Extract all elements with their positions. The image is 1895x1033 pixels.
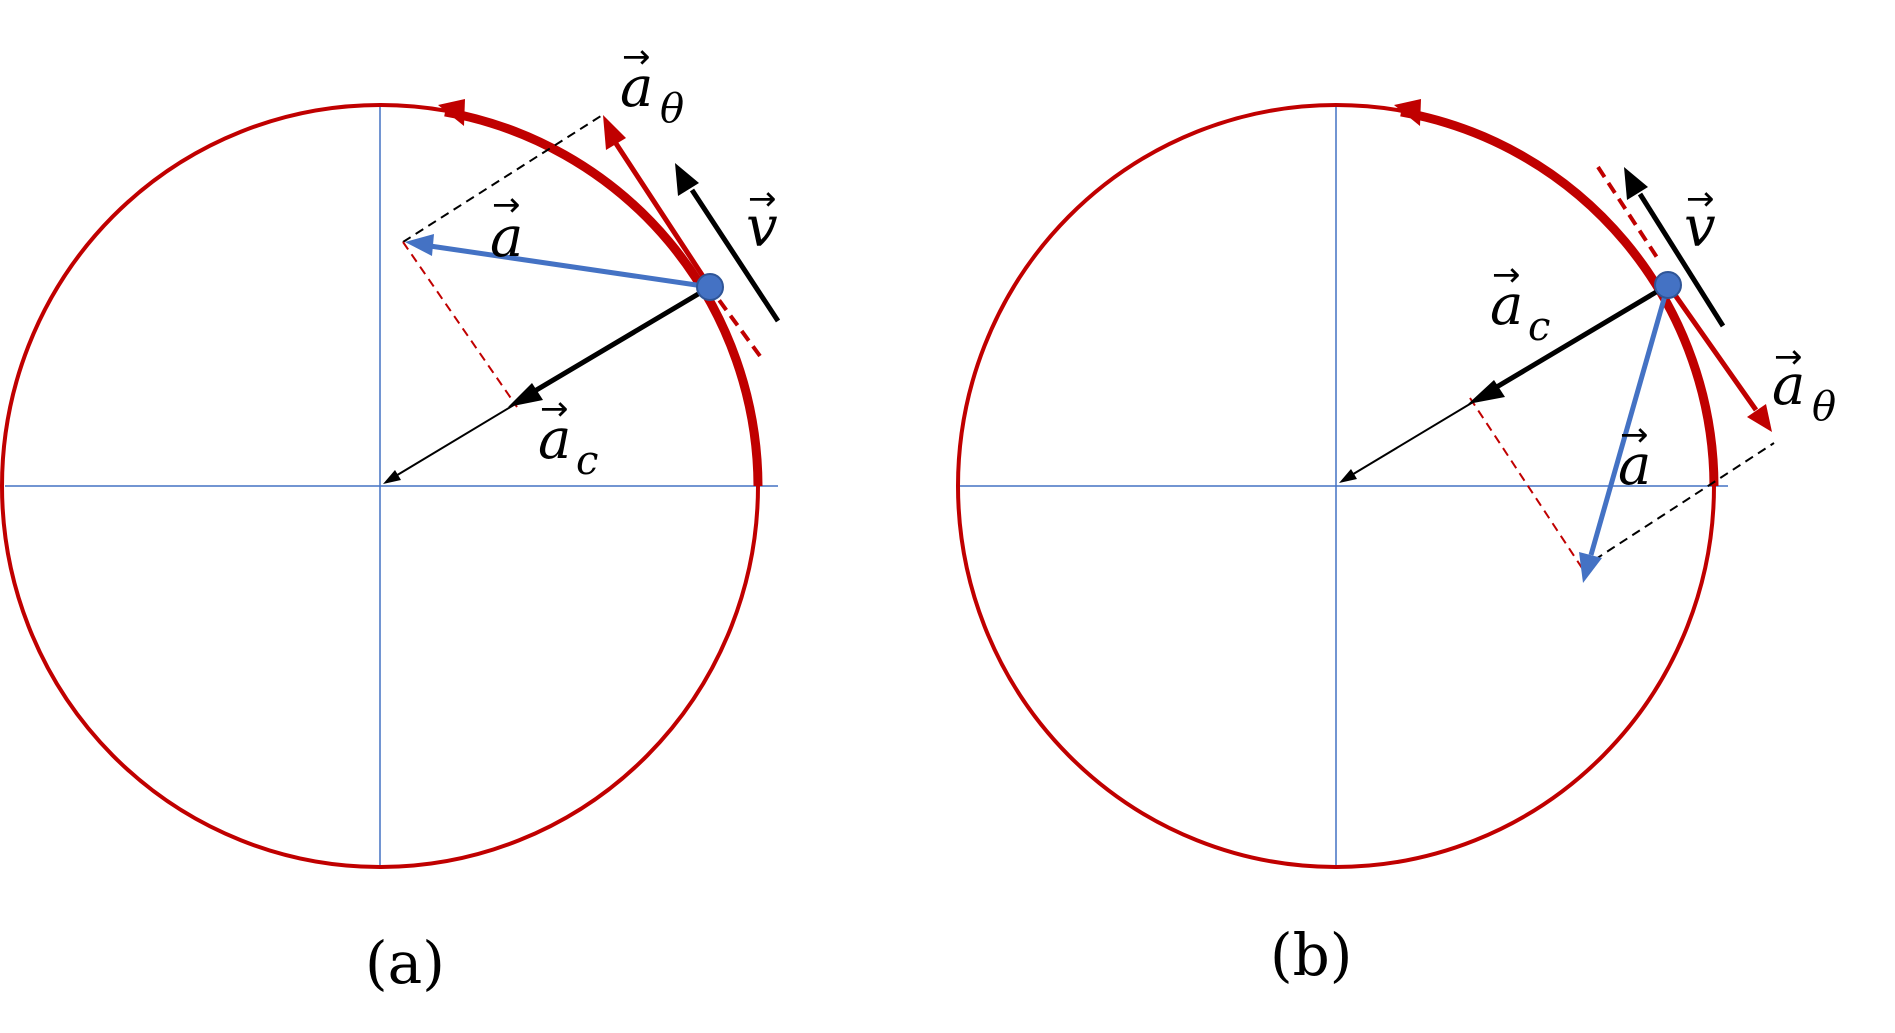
- label-a-theta: → a θ: [1772, 337, 1836, 430]
- centripetal-accel-arrowhead: [1468, 380, 1505, 404]
- label-v: → v: [1684, 179, 1716, 260]
- dashed-black-construction: [1581, 442, 1775, 569]
- svg-text:c: c: [576, 438, 598, 484]
- svg-text:a: a: [538, 407, 571, 472]
- svg-text:θ: θ: [1812, 384, 1836, 430]
- svg-text:v: v: [746, 195, 778, 260]
- radius-thin-arrowhead: [383, 470, 401, 484]
- svg-text:v: v: [1684, 195, 1716, 260]
- particle: [696, 273, 724, 301]
- svg-text:a: a: [1490, 273, 1523, 338]
- svg-text:→: →: [1774, 337, 1803, 377]
- svg-text:→: →: [492, 185, 521, 225]
- velocity-arrowhead: [675, 163, 699, 196]
- svg-text:a: a: [1772, 353, 1805, 418]
- svg-text:→: →: [1620, 415, 1649, 455]
- tangential-accel-arrow: [612, 140, 713, 289]
- svg-text:c: c: [1528, 304, 1550, 350]
- svg-text:a: a: [1618, 433, 1651, 498]
- svg-text:→: →: [622, 37, 651, 77]
- traversed-arc: [444, 107, 763, 487]
- label-a: → a: [1618, 415, 1651, 498]
- centripetal-accel-arrowhead: [508, 383, 543, 407]
- svg-text:θ: θ: [660, 86, 684, 132]
- tangential-accel-arrowhead: [1747, 404, 1772, 432]
- dashed-black-construction: [402, 113, 605, 243]
- traversed-arc: [1400, 107, 1719, 487]
- velocity-arrow: [689, 188, 781, 323]
- svg-text:→: →: [1686, 179, 1715, 219]
- particle: [1654, 271, 1682, 299]
- dashed-red-construction: [1469, 397, 1583, 569]
- label-a-c: → a c: [538, 389, 598, 484]
- svg-text:→: →: [1492, 255, 1521, 295]
- label-a-c: → a c: [1490, 255, 1550, 350]
- tangential-accel-arrow: [1665, 283, 1759, 412]
- velocity-arrow: [1637, 192, 1726, 328]
- panel-b: → v → a c → a θ → a (b): [956, 99, 1836, 989]
- svg-text:→: →: [540, 389, 569, 429]
- accel-arrowhead: [1579, 552, 1602, 583]
- label-a: → a: [490, 185, 523, 270]
- panel-b-caption: (b): [1270, 921, 1352, 989]
- svg-text:a: a: [620, 55, 653, 120]
- panel-a-caption: (a): [365, 929, 445, 997]
- centripetal-accel-arrow: [526, 284, 712, 398]
- panel-a: → a θ → v → a → a c (a): [0, 37, 781, 997]
- dashed-red-construction: [402, 241, 518, 408]
- velocity-arrowhead: [1624, 167, 1648, 200]
- accel-arrow: [429, 243, 711, 290]
- svg-text:a: a: [490, 205, 523, 270]
- dashed-tangent-line: [706, 283, 762, 358]
- accel-arrowhead: [405, 234, 434, 256]
- tangential-accel-arrowhead: [603, 115, 626, 150]
- centripetal-accel-arrow: [1488, 282, 1670, 394]
- circle-direction-arrowhead: [438, 99, 465, 126]
- accel-arrow: [1588, 284, 1671, 556]
- radius-thin-arrowhead: [1339, 469, 1357, 483]
- label-v: → v: [746, 179, 778, 260]
- svg-text:→: →: [748, 179, 777, 219]
- label-a-theta: → a θ: [620, 37, 684, 132]
- circle-direction-arrowhead: [1394, 99, 1421, 126]
